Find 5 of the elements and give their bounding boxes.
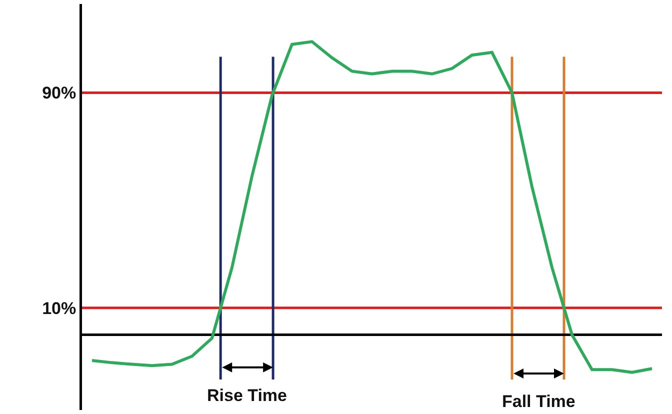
- y-tick-label: 10%: [42, 298, 76, 318]
- annotation: Fall Time: [502, 392, 576, 411]
- line-series: [90, 40, 654, 374]
- annotation: Rise Time: [207, 386, 288, 405]
- y-tick-label: 90%: [42, 84, 76, 103]
